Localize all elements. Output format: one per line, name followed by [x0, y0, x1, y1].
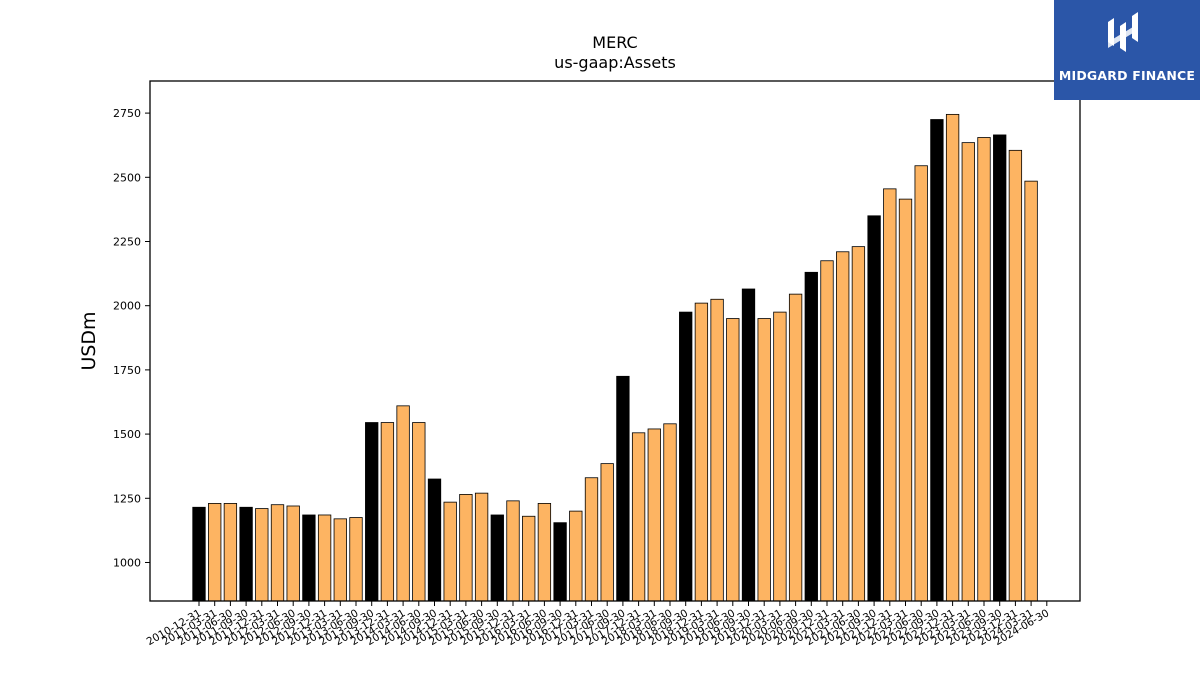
bar — [255, 508, 269, 602]
bar — [977, 137, 991, 602]
bar — [898, 198, 913, 602]
bar — [820, 260, 834, 602]
bar — [317, 514, 332, 602]
y-tick-label: 1000 — [113, 556, 141, 569]
bar — [726, 318, 740, 602]
bar — [741, 288, 756, 602]
bar — [522, 515, 536, 602]
chart-subtitle: us-gaap:Assets — [554, 53, 676, 72]
bar — [631, 432, 646, 602]
bar — [569, 510, 583, 602]
bar — [239, 506, 253, 602]
bar — [380, 422, 395, 602]
y-axis: 1000 1250 1500 1750 2000 2250 2500 2750 — [113, 107, 150, 569]
chart-title: MERC — [592, 33, 637, 52]
bar — [867, 215, 881, 602]
bar — [365, 422, 379, 602]
bar — [427, 478, 442, 602]
bar — [710, 298, 724, 602]
bar — [270, 504, 285, 602]
bar — [993, 134, 1007, 602]
bar — [333, 518, 347, 602]
bar — [773, 311, 787, 602]
midgard-logo-icon — [1108, 12, 1138, 52]
bar — [788, 293, 803, 602]
bar — [302, 514, 316, 602]
y-axis-label: USDm — [78, 311, 100, 370]
bar — [945, 113, 960, 602]
bar — [914, 165, 928, 602]
bar — [836, 251, 850, 602]
bar — [600, 463, 614, 602]
bar — [804, 271, 818, 602]
bar — [459, 494, 473, 602]
bar — [553, 522, 567, 602]
y-tick-label: 2000 — [113, 300, 141, 313]
bar — [851, 246, 866, 602]
x-axis: 2010-12-312011-03-312011-06-302011-09-30… — [145, 601, 1051, 648]
bar — [349, 517, 363, 602]
bar — [396, 405, 410, 602]
bar — [694, 302, 709, 602]
brand-logo: MIDGARD FINANCE — [1054, 0, 1200, 100]
bar — [757, 318, 771, 602]
bar — [1024, 180, 1038, 602]
bar — [192, 506, 206, 602]
y-tick-label: 2250 — [113, 235, 141, 248]
bars-group — [192, 113, 1038, 602]
bar — [584, 477, 599, 602]
bar — [930, 119, 944, 602]
bar — [490, 514, 504, 602]
brand-name: MIDGARD FINANCE — [1058, 68, 1196, 83]
y-tick-label: 1750 — [113, 364, 141, 377]
bar — [286, 505, 300, 602]
bar — [474, 492, 489, 602]
bar — [443, 501, 457, 602]
bar — [223, 503, 238, 602]
y-tick-label: 2500 — [113, 171, 141, 184]
bar — [961, 142, 975, 602]
bar — [647, 428, 661, 602]
bar — [537, 503, 552, 602]
bar — [616, 375, 630, 602]
bar — [1008, 149, 1023, 602]
y-tick-label: 2750 — [113, 107, 141, 120]
bar — [208, 503, 222, 602]
bar — [883, 188, 897, 602]
bar — [412, 422, 426, 602]
plot-frame — [149, 80, 1081, 602]
y-tick-label: 1500 — [113, 428, 141, 441]
bar — [679, 311, 693, 602]
bar — [506, 500, 520, 602]
bar — [663, 423, 677, 602]
y-tick-label: 1250 — [113, 492, 141, 505]
